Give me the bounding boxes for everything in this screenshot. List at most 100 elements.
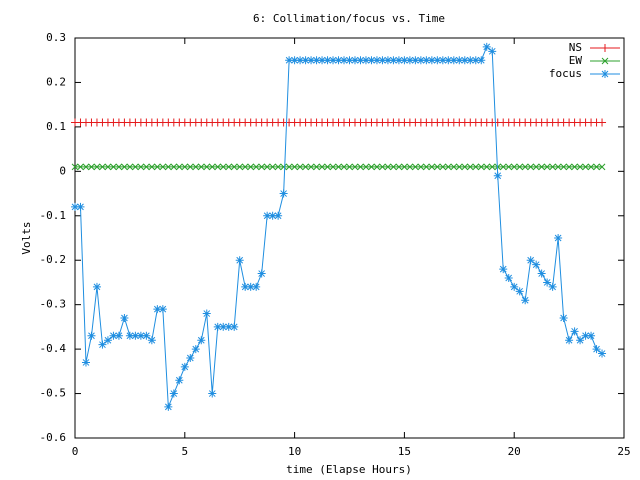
chart-title: 6: Collimation/focus vs. Time (253, 12, 445, 25)
point-marker (318, 56, 327, 65)
y-tick-label: -0.5 (40, 387, 67, 400)
point-marker (532, 260, 541, 269)
point-marker (115, 163, 123, 171)
point-marker (532, 163, 540, 171)
point-marker (219, 163, 227, 171)
point-marker (230, 322, 239, 331)
point-marker (361, 56, 370, 65)
point-marker (246, 282, 255, 291)
point-marker (274, 163, 282, 171)
point-marker (598, 118, 607, 127)
point-marker (499, 265, 508, 274)
point-marker (180, 362, 189, 371)
point-marker (444, 163, 452, 171)
point-marker (423, 163, 430, 171)
point-marker (400, 56, 409, 65)
point-marker (81, 358, 90, 367)
point-marker (598, 349, 607, 358)
point-marker (257, 269, 266, 278)
point-marker (290, 56, 299, 65)
point-marker (521, 296, 530, 305)
point-marker (576, 336, 585, 345)
point-marker (263, 163, 271, 171)
point-marker (191, 345, 200, 354)
point-marker (202, 309, 211, 318)
point-marker (428, 163, 436, 171)
point-marker (433, 163, 441, 171)
legend-label: EW (569, 54, 583, 67)
point-marker (357, 163, 364, 171)
point-marker (373, 163, 381, 171)
point-marker (438, 56, 447, 65)
point-marker (521, 163, 529, 171)
point-marker (367, 56, 376, 65)
point-marker (379, 163, 386, 171)
point-marker (461, 163, 469, 171)
point-marker (186, 163, 194, 171)
point-marker (372, 56, 381, 65)
y-tick-label: -0.3 (40, 298, 67, 311)
y-tick-label: -0.4 (40, 342, 67, 355)
point-marker (395, 163, 403, 171)
point-marker (208, 163, 216, 171)
point-marker (302, 163, 309, 171)
point-marker (559, 314, 568, 322)
point-marker (394, 56, 403, 65)
point-marker (159, 163, 167, 171)
point-marker (219, 322, 228, 331)
point-marker (593, 163, 600, 171)
y-tick-label: -0.6 (40, 431, 67, 444)
point-marker (560, 163, 567, 171)
point-marker (142, 331, 151, 340)
point-marker (592, 345, 601, 354)
point-marker (570, 327, 579, 336)
point-marker (225, 163, 233, 171)
point-marker (526, 256, 535, 265)
point-marker (527, 163, 535, 171)
point-marker (114, 331, 123, 340)
point-marker (214, 163, 222, 171)
x-tick-label: 10 (288, 445, 301, 458)
point-marker (444, 56, 453, 65)
point-marker (598, 163, 606, 171)
legend-marker (601, 57, 609, 65)
point-marker (401, 163, 408, 171)
point-marker (422, 56, 431, 65)
x-tick-label: 5 (181, 445, 188, 458)
point-marker (71, 163, 79, 171)
point-marker (258, 163, 266, 171)
point-marker (71, 202, 79, 211)
point-marker (285, 163, 293, 171)
point-marker (109, 331, 118, 340)
point-marker (110, 163, 117, 171)
legend-label: NS (569, 41, 582, 54)
point-marker (323, 56, 332, 65)
x-tick-label: 15 (398, 445, 411, 458)
point-marker (230, 163, 238, 171)
point-marker (164, 163, 172, 171)
x-tick-label: 20 (508, 445, 521, 458)
point-marker (576, 163, 584, 171)
point-marker (120, 314, 129, 322)
point-marker (203, 163, 211, 171)
point-marker (87, 331, 96, 340)
point-marker (126, 163, 134, 171)
point-marker (213, 322, 222, 331)
point-marker (362, 163, 370, 171)
point-marker (587, 163, 595, 171)
legend-label: focus (549, 67, 582, 80)
point-marker (175, 376, 184, 385)
y-axis-label: Volts (20, 221, 33, 254)
point-marker (516, 163, 524, 171)
y-tick-label: 0.3 (46, 31, 66, 44)
point-marker (350, 56, 359, 65)
point-marker (455, 163, 463, 171)
point-marker (504, 274, 513, 282)
point-marker (268, 211, 277, 220)
point-marker (324, 163, 331, 171)
point-marker (143, 163, 150, 171)
plot-frame (74, 37, 625, 439)
point-marker (280, 163, 287, 171)
x-tick-label: 25 (617, 445, 630, 458)
point-marker (515, 287, 524, 296)
